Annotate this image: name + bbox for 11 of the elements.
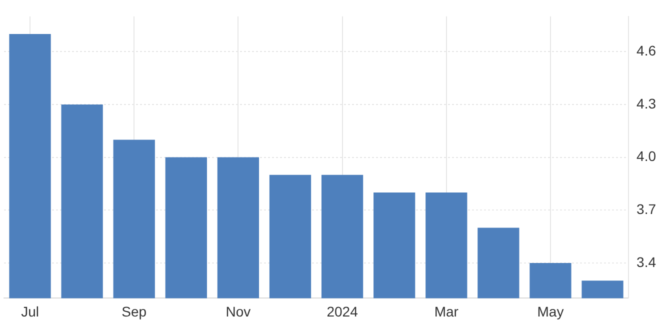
y-tick-label: 3.7 xyxy=(636,200,656,217)
x-tick-label: Sep xyxy=(122,303,147,320)
y-tick-label: 4.6 xyxy=(636,42,656,58)
y-tick-label: 3.4 xyxy=(636,254,656,270)
x-tick-label: Jul xyxy=(21,303,39,320)
y-tick-label: 4.0 xyxy=(636,148,656,164)
y-tick-label: 4.3 xyxy=(636,95,656,112)
x-tick-label: 2024 xyxy=(326,303,358,320)
x-tick-label: Nov xyxy=(226,303,251,320)
x-tick-label: Mar xyxy=(434,303,459,320)
x-tick-label: May xyxy=(537,303,564,320)
